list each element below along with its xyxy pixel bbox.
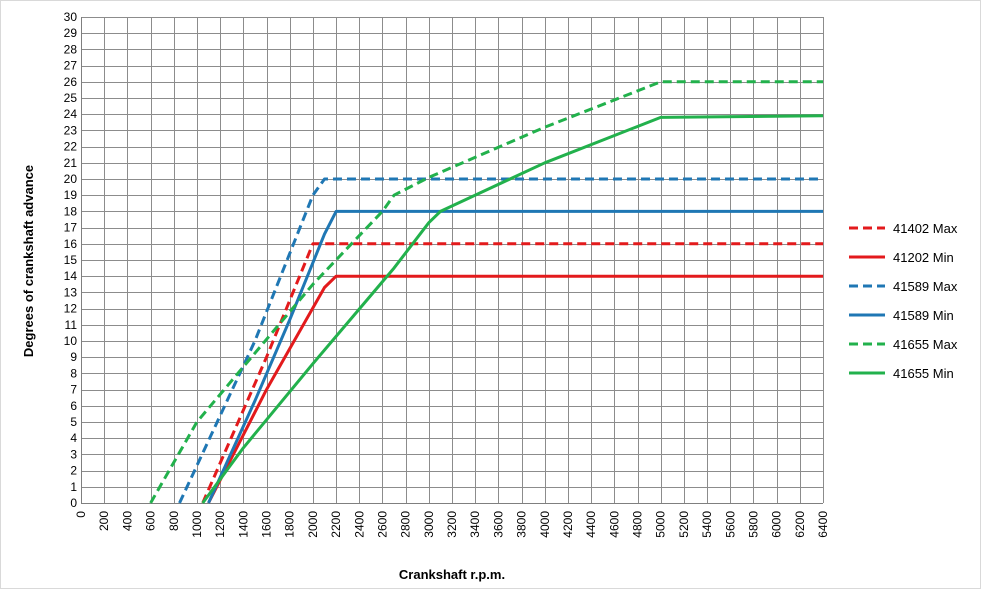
y-tick-label: 8 — [70, 366, 77, 380]
y-tick-label: 30 — [64, 10, 78, 24]
y-tick-label: 17 — [64, 221, 78, 235]
x-tick-label: 4000 — [538, 511, 552, 538]
y-axis-title: Degrees of crankshaft advance — [21, 165, 36, 357]
x-tick-label: 4400 — [584, 511, 598, 538]
y-tick-label: 22 — [64, 140, 78, 154]
x-tick-label: 400 — [120, 511, 134, 531]
y-tick-label: 28 — [64, 42, 78, 56]
gridlines — [81, 17, 824, 504]
series-line — [149, 80, 823, 504]
legend-label: 41655 Max — [893, 337, 958, 352]
y-tick-label: 20 — [64, 172, 78, 186]
x-tick-label: 200 — [97, 511, 111, 531]
y-tick-label: 11 — [65, 318, 78, 332]
y-tick-label: 12 — [64, 302, 78, 316]
x-tick-label: 2400 — [352, 511, 366, 538]
x-tick-label: 5400 — [700, 511, 714, 538]
x-tick-label: 4200 — [561, 511, 575, 538]
x-tick-label: 800 — [167, 511, 181, 531]
series-line — [178, 177, 823, 504]
y-axis-ticks: 0123456789101112131415161718192021222324… — [64, 10, 78, 510]
x-tick-label: 4600 — [607, 511, 621, 538]
x-tick-label: 2600 — [375, 511, 389, 538]
y-tick-label: 26 — [64, 75, 78, 89]
series-line — [207, 209, 823, 504]
x-tick-label: 3200 — [445, 511, 459, 538]
x-tick-label: 2200 — [329, 511, 343, 538]
legend-label: 41402 Max — [893, 221, 958, 236]
x-tick-label: 3000 — [422, 511, 436, 538]
y-tick-label: 23 — [64, 123, 78, 137]
x-tick-label: 5800 — [746, 511, 760, 538]
y-tick-label: 4 — [70, 431, 77, 445]
y-tick-label: 2 — [70, 464, 77, 478]
legend-label: 41655 Min — [893, 366, 954, 381]
x-tick-label: 3400 — [468, 511, 482, 538]
x-axis-title: Crankshaft r.p.m. — [399, 567, 505, 582]
y-tick-label: 13 — [64, 285, 78, 299]
y-tick-label: 6 — [70, 399, 77, 413]
y-tick-label: 5 — [70, 415, 77, 429]
x-tick-label: 5200 — [677, 511, 691, 538]
y-tick-label: 7 — [70, 383, 77, 397]
x-tick-label: 6000 — [770, 511, 784, 538]
x-tick-label: 600 — [144, 511, 158, 531]
y-tick-label: 25 — [64, 91, 78, 105]
x-tick-label: 1000 — [190, 511, 204, 538]
y-tick-label: 16 — [64, 237, 78, 251]
x-tick-label: 3600 — [491, 511, 505, 538]
y-tick-label: 29 — [64, 26, 78, 40]
y-tick-label: 3 — [70, 447, 77, 461]
y-tick-label: 1 — [70, 480, 77, 494]
legend-label: 41589 Min — [893, 308, 954, 323]
legend-label: 41589 Max — [893, 279, 958, 294]
legend: 41402 Max 41202 Min 41589 Max 41589 Min 4165… — [849, 221, 958, 381]
series-line — [201, 114, 824, 504]
x-tick-label: 1600 — [260, 511, 274, 538]
x-tick-label: 5000 — [654, 511, 668, 538]
series-lines — [149, 80, 824, 504]
y-tick-label: 24 — [64, 107, 78, 121]
x-tick-label: 3800 — [515, 511, 529, 538]
x-tick-label: 1200 — [213, 511, 227, 538]
x-tick-label: 1800 — [283, 511, 297, 538]
y-tick-label: 19 — [64, 188, 78, 202]
series-line — [201, 242, 823, 504]
x-tick-label: 6200 — [793, 511, 807, 538]
x-tick-label: 6400 — [816, 511, 830, 538]
series-line — [207, 274, 823, 504]
y-tick-label: 15 — [64, 253, 78, 267]
x-tick-label: 1400 — [236, 511, 250, 538]
x-tick-label: 2800 — [399, 511, 413, 538]
y-tick-label: 27 — [64, 59, 78, 73]
y-tick-label: 21 — [64, 156, 78, 170]
y-tick-label: 9 — [70, 350, 77, 364]
x-tick-label: 0 — [74, 511, 88, 518]
y-tick-label: 18 — [64, 204, 78, 218]
x-tick-label: 2000 — [306, 511, 320, 538]
y-tick-label: 0 — [70, 496, 77, 510]
x-tick-label: 4800 — [631, 511, 645, 538]
x-axis-ticks: 0 200 400 600 800 1000 1200 1400 1600 1800 2000 220… — [74, 511, 830, 538]
x-tick-label: 5600 — [723, 511, 737, 538]
y-tick-label: 14 — [64, 269, 78, 283]
legend-label: 41202 Min — [893, 250, 954, 265]
y-tick-label: 10 — [64, 334, 78, 348]
